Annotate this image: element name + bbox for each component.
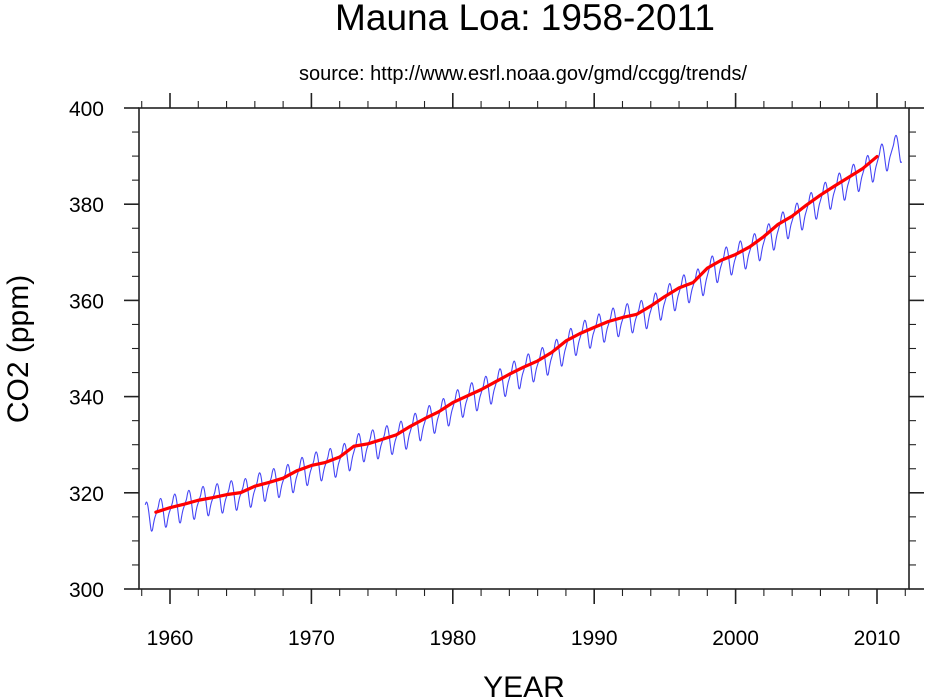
y-tick-label: 320 xyxy=(69,483,104,506)
y-tick-label: 380 xyxy=(69,194,104,217)
series-annual-line xyxy=(154,154,879,514)
plot-border xyxy=(138,107,910,590)
y-axis-tick-labels: 300 320 340 360 380 400 xyxy=(69,98,104,602)
chart-subtitle: source: http://www.esrl.noaa.gov/gmd/ccg… xyxy=(299,63,747,85)
y-tick-label: 360 xyxy=(69,290,104,313)
x-tick-label: 2000 xyxy=(712,627,759,650)
series-layer xyxy=(144,134,903,532)
y-tick-label: 340 xyxy=(69,387,104,410)
x-axis-label: YEAR xyxy=(483,671,565,700)
x-tick-label: 1960 xyxy=(147,627,194,650)
y-axis-label: CO2 (ppm) xyxy=(2,275,35,423)
y-tick-label: 400 xyxy=(69,98,104,121)
x-tick-label: 1980 xyxy=(429,627,476,650)
x-axis-tick-labels: 1960 1970 1980 1990 2000 2010 xyxy=(147,627,901,650)
plot-frame xyxy=(138,107,910,590)
x-tick-label: 1970 xyxy=(288,627,335,650)
x-tick-label: 2010 xyxy=(854,627,901,650)
chart-title: Mauna Loa: 1958-2011 xyxy=(335,0,715,38)
series-monthly-line xyxy=(144,134,903,532)
y-tick-label: 300 xyxy=(69,579,104,602)
y-axis-ticks xyxy=(124,107,924,590)
x-tick-label: 1990 xyxy=(571,627,618,650)
x-axis-ticks xyxy=(141,93,906,604)
